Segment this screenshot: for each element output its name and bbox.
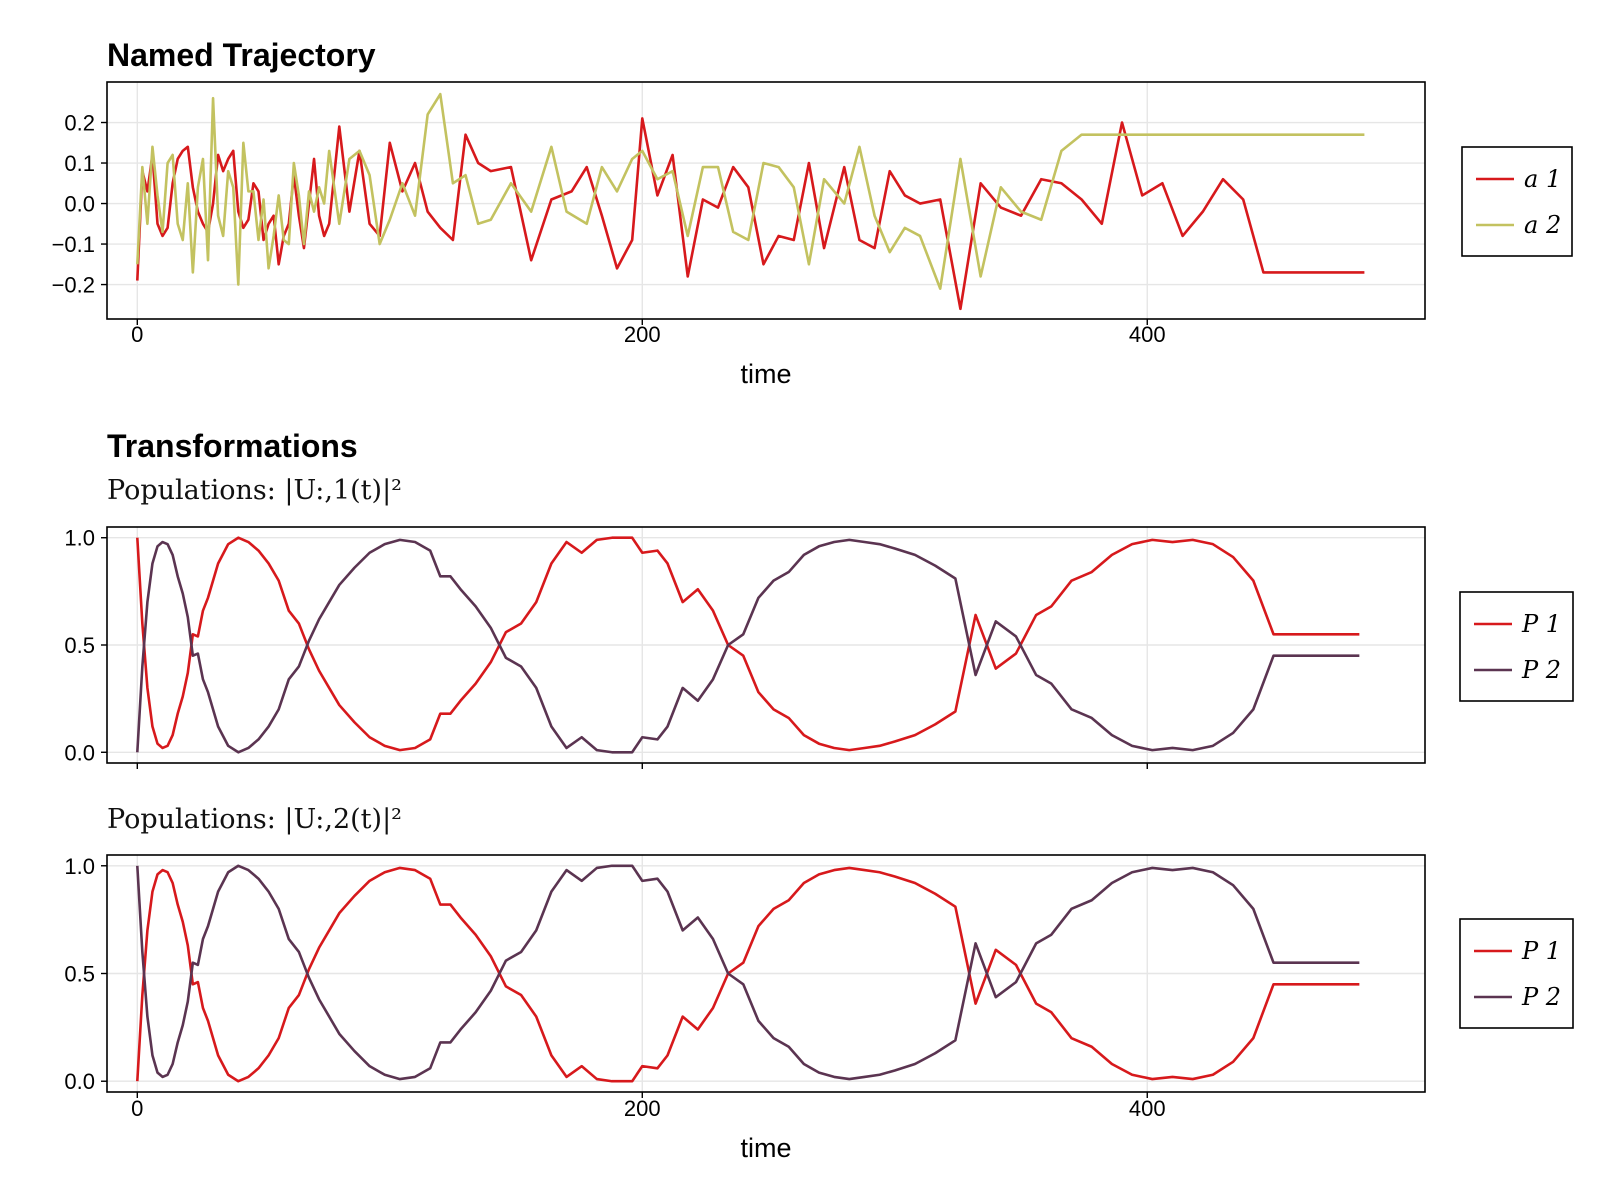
y-tick-label: 0.0 xyxy=(64,1069,95,1094)
chart-panel-2: 0.0 0.5 1.0 Transformations Populations: |U:… xyxy=(64,428,1574,769)
y-tick-label: 0.5 xyxy=(64,633,95,658)
y-tick-label: 1.0 xyxy=(64,854,95,879)
legend-label: a 2 xyxy=(1524,211,1561,239)
series-line-2 xyxy=(136,864,1360,1081)
y-tick-label: 0.2 xyxy=(64,111,95,136)
chart-title: Named Trajectory xyxy=(107,37,376,73)
y-tick-label: 1.0 xyxy=(64,526,95,551)
x-tick-label: 200 xyxy=(624,322,661,347)
plot-frame xyxy=(106,81,1426,320)
legend-label: P 1 xyxy=(1521,610,1561,638)
y-tick-label: 0.0 xyxy=(64,740,95,765)
legend-label: P 1 xyxy=(1521,937,1561,965)
series-line-1 xyxy=(136,866,1360,1083)
y-tick-label: 0.1 xyxy=(64,151,95,176)
y-tick-label: 0.5 xyxy=(64,962,95,987)
legend-box xyxy=(1459,918,1574,1029)
series-line-1 xyxy=(136,536,1360,752)
x-tick-label: 200 xyxy=(624,1096,661,1121)
legend-box xyxy=(1461,146,1573,257)
series-line-1 xyxy=(136,117,1365,311)
legend-box xyxy=(1459,591,1574,702)
legend: P 1 P 2 xyxy=(1459,918,1574,1029)
legend: a 1 a 2 xyxy=(1461,146,1573,257)
x-axis-label: time xyxy=(740,1133,791,1163)
chart-title: Transformations xyxy=(107,428,358,464)
series-line-2 xyxy=(136,92,1365,290)
chart-panel-3: 0.0 0.5 1.0 0 200 400 Populations: |U:,2(t)|² t… xyxy=(64,804,1574,1163)
series-line-2 xyxy=(136,538,1360,754)
x-tick-label: 400 xyxy=(1129,322,1166,347)
x-tick-label: 0 xyxy=(131,322,143,347)
y-tick-label: −0.1 xyxy=(52,232,95,257)
legend-label: P 2 xyxy=(1521,656,1561,684)
y-tick-label: −0.2 xyxy=(52,273,95,298)
legend-label: a 1 xyxy=(1524,165,1561,193)
x-tick-label: 400 xyxy=(1129,1096,1166,1121)
legend: P 1 P 2 xyxy=(1459,591,1574,702)
y-tick-label: 0.0 xyxy=(64,192,95,217)
x-tick-label: 0 xyxy=(131,1096,143,1121)
chart-panel-1: −0.2 −0.1 0.0 0.1 0.2 0 200 400 Named Trajectory… xyxy=(52,37,1573,389)
chart-subtitle: Populations: |U:,2(t)|² xyxy=(107,804,402,835)
legend-label: P 2 xyxy=(1521,983,1561,1011)
x-axis-label: time xyxy=(740,359,791,389)
chart-subtitle: Populations: |U:,1(t)|² xyxy=(107,475,402,506)
